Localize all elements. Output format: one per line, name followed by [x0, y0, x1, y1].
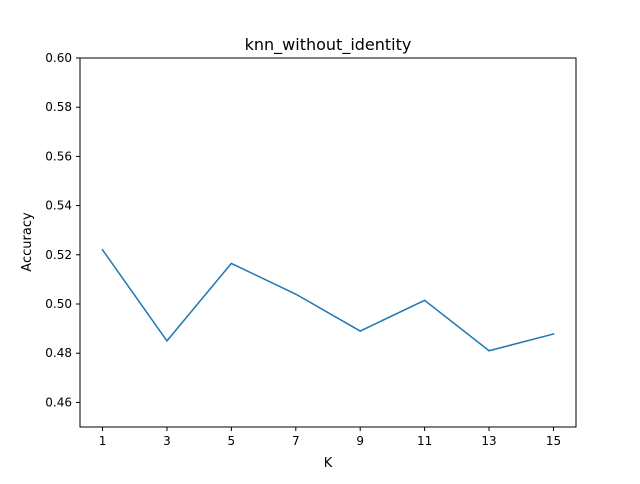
y-tick-label: 0.60: [45, 51, 72, 65]
x-tick-label: 5: [228, 434, 236, 448]
y-tick-label: 0.46: [45, 395, 72, 409]
y-axis: 0.46 0.48 0.50 0.52 0.54 0.56 0.58 0.60: [45, 51, 80, 409]
x-tick-label: 11: [417, 434, 432, 448]
x-tick-label: 1: [99, 434, 107, 448]
data-point: [359, 330, 362, 332]
x-tick-label: 9: [356, 434, 364, 448]
axes-frame: [79, 57, 577, 428]
x-tick-label: 15: [546, 434, 561, 448]
x-axis-label: K: [324, 456, 333, 471]
series-line: [101, 248, 555, 352]
data-point: [488, 349, 490, 352]
chart-title: knn_without_identity: [245, 35, 412, 55]
x-tick-label: 3: [163, 434, 171, 448]
data-point: [552, 333, 555, 335]
y-axis-label: Accuracy: [20, 212, 35, 272]
data-point: [101, 249, 104, 251]
y-tick-label: 0.50: [45, 297, 72, 311]
y-tick-label: 0.56: [45, 149, 72, 163]
data-point: [423, 299, 426, 302]
data-point: [166, 340, 168, 342]
data-point: [230, 262, 233, 265]
y-tick-label: 0.52: [45, 248, 72, 262]
plot-area: [101, 248, 555, 352]
y-tick-label: 0.54: [45, 199, 72, 213]
x-tick-label: 13: [481, 434, 496, 448]
x-axis: 1 3 5 7 9 11 13 15: [99, 427, 561, 448]
data-point: [294, 293, 297, 295]
x-tick-label: 7: [292, 434, 300, 448]
y-tick-label: 0.58: [45, 100, 72, 114]
y-tick-label: 0.48: [45, 346, 72, 360]
